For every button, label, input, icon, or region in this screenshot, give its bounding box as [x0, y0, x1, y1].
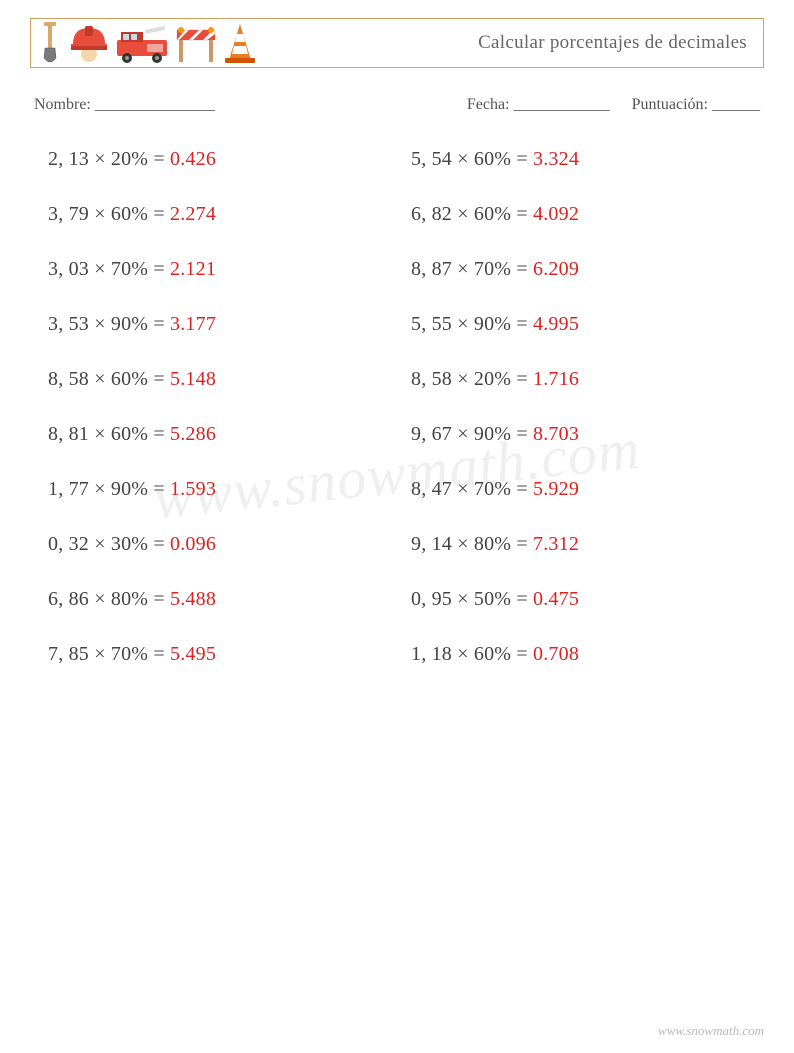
problem-expression: 8, 58 × 60% =	[48, 368, 170, 390]
problem-expression: 0, 95 × 50% =	[411, 588, 533, 610]
problem-expression: 3, 03 × 70% =	[48, 258, 170, 280]
problem-cell: 8, 87 × 70% = 6.209	[411, 258, 764, 281]
problem-answer: 6.209	[533, 258, 579, 280]
date-field: Fecha: ____________	[467, 96, 610, 114]
meta-row: Nombre: _______________ Fecha: _________…	[30, 96, 764, 114]
problem-expression: 0, 32 × 30% =	[48, 533, 170, 555]
barrier-icon	[175, 24, 217, 64]
problem-answer: 2.274	[170, 203, 216, 225]
problem-cell: 2, 13 × 20% = 0.426	[48, 148, 401, 171]
problem-cell: 8, 81 × 60% = 5.286	[48, 423, 401, 446]
cone-icon	[223, 22, 257, 64]
icons-row	[37, 19, 257, 67]
problem-cell: 3, 79 × 60% = 2.274	[48, 203, 401, 226]
problem-cell: 3, 03 × 70% = 2.121	[48, 258, 401, 281]
problem-cell: 5, 55 × 90% = 4.995	[411, 313, 764, 336]
problem-expression: 3, 79 × 60% =	[48, 203, 170, 225]
problem-answer: 3.324	[533, 148, 579, 170]
problem-answer: 0.708	[533, 643, 579, 665]
problem-answer: 7.312	[533, 533, 579, 555]
problem-answer: 0.475	[533, 588, 579, 610]
problem-cell: 8, 47 × 70% = 5.929	[411, 478, 764, 501]
problem-expression: 3, 53 × 90% =	[48, 313, 170, 335]
problem-expression: 8, 47 × 70% =	[411, 478, 533, 500]
problem-answer: 1.716	[533, 368, 579, 390]
problem-answer: 0.096	[170, 533, 216, 555]
problem-cell: 0, 95 × 50% = 0.475	[411, 588, 764, 611]
problem-expression: 5, 55 × 90% =	[411, 313, 533, 335]
problem-answer: 5.148	[170, 368, 216, 390]
worksheet-title: Calcular porcentajes de decimales	[478, 32, 753, 54]
problem-cell: 1, 77 × 90% = 1.593	[48, 478, 401, 501]
problem-cell: 7, 85 × 70% = 5.495	[48, 643, 401, 666]
problem-answer: 0.426	[170, 148, 216, 170]
problem-answer: 5.488	[170, 588, 216, 610]
problem-answer: 5.286	[170, 423, 216, 445]
problem-answer: 2.121	[170, 258, 216, 280]
footer-link: www.snowmath.com	[658, 1023, 764, 1039]
helmet-icon	[69, 22, 109, 64]
problem-cell: 8, 58 × 20% = 1.716	[411, 368, 764, 391]
problem-expression: 8, 81 × 60% =	[48, 423, 170, 445]
problem-expression: 1, 77 × 90% =	[48, 478, 170, 500]
problems-grid: 2, 13 × 20% = 0.426 5, 54 × 60% = 3.324 3,…	[30, 148, 764, 666]
problem-cell: 3, 53 × 90% = 3.177	[48, 313, 401, 336]
problem-cell: 1, 18 × 60% = 0.708	[411, 643, 764, 666]
problem-answer: 4.092	[533, 203, 579, 225]
problem-cell: 9, 67 × 90% = 8.703	[411, 423, 764, 446]
problem-answer: 8.703	[533, 423, 579, 445]
problem-expression: 8, 58 × 20% =	[411, 368, 533, 390]
problem-cell: 6, 82 × 60% = 4.092	[411, 203, 764, 226]
problem-expression: 9, 14 × 80% =	[411, 533, 533, 555]
problem-answer: 3.177	[170, 313, 216, 335]
firetruck-icon	[115, 26, 169, 64]
name-field: Nombre: _______________	[34, 96, 215, 114]
problem-answer: 5.495	[170, 643, 216, 665]
problem-cell: 5, 54 × 60% = 3.324	[411, 148, 764, 171]
problem-expression: 6, 86 × 80% =	[48, 588, 170, 610]
problem-expression: 7, 85 × 70% =	[48, 643, 170, 665]
problem-cell: 6, 86 × 80% = 5.488	[48, 588, 401, 611]
problem-expression: 2, 13 × 20% =	[48, 148, 170, 170]
score-field: Puntuación: ______	[632, 96, 760, 114]
shovel-icon	[37, 22, 63, 64]
problem-answer: 5.929	[533, 478, 579, 500]
problem-expression: 6, 82 × 60% =	[411, 203, 533, 225]
problem-expression: 1, 18 × 60% =	[411, 643, 533, 665]
problem-cell: 8, 58 × 60% = 5.148	[48, 368, 401, 391]
problem-expression: 5, 54 × 60% =	[411, 148, 533, 170]
problem-cell: 9, 14 × 80% = 7.312	[411, 533, 764, 556]
problem-answer: 1.593	[170, 478, 216, 500]
problem-answer: 4.995	[533, 313, 579, 335]
header-box: Calcular porcentajes de decimales	[30, 18, 764, 68]
problem-expression: 8, 87 × 70% =	[411, 258, 533, 280]
problem-cell: 0, 32 × 30% = 0.096	[48, 533, 401, 556]
problem-expression: 9, 67 × 90% =	[411, 423, 533, 445]
